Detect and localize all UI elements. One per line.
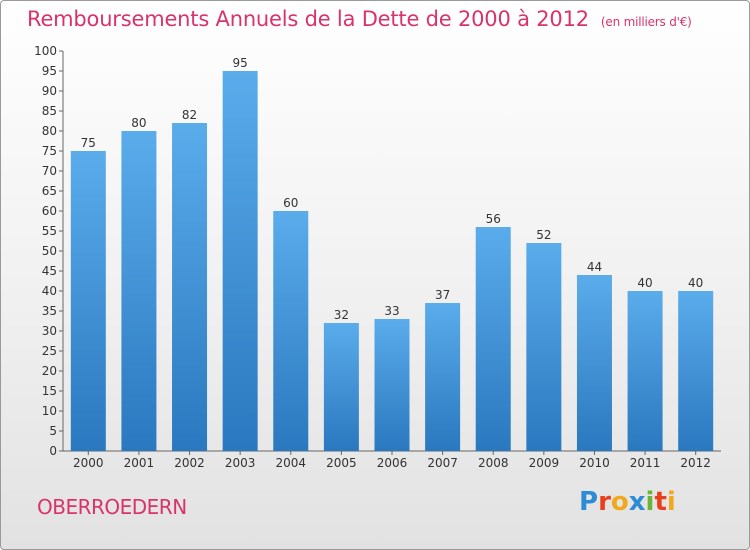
bar-2003 [222,71,258,451]
data-label-2003: 95 [233,56,248,70]
data-label-2009: 52 [536,228,551,242]
bar-2010 [576,275,612,451]
x-tick-label-2000: 2000 [73,456,104,470]
x-axis: 2000 2001 2002 2003 2004 2005 2006 2007 2008 2009… [63,450,721,470]
bar-2004 [273,211,309,451]
x-tick-label-2004: 2004 [275,456,306,470]
y-tick-label: 40 [42,284,57,298]
commune-name: OBERROEDERN [37,495,187,519]
data-label-2010: 44 [587,260,602,274]
data-labels: 75 80 82 95 60 32 33 37 56 52 44 40 40 [81,56,704,322]
x-tick-label-2003: 2003 [225,456,256,470]
y-tick-label: 60 [42,204,57,218]
x-tick-label-2009: 2009 [529,456,560,470]
chart-title: Remboursements Annuels de la Dette de 20… [27,7,692,31]
chart-title-text: Remboursements Annuels de la Dette de 20… [27,7,589,31]
bar-2001 [121,131,157,451]
data-label-2004: 60 [283,196,298,210]
y-tick-label: 55 [42,224,57,238]
y-tick-label: 65 [42,184,57,198]
logo-letter: i [666,487,676,517]
x-tick-label-2007: 2007 [427,456,458,470]
bar-2005 [323,323,359,451]
y-tick-label: 50 [42,244,57,258]
y-tick-label: 80 [42,124,57,138]
data-label-2001: 80 [131,116,146,130]
bar-2000 [70,151,106,451]
x-tick-label-2006: 2006 [377,456,408,470]
bar-2002 [172,123,208,451]
bar-2009 [526,243,562,451]
y-tick-label: 90 [42,84,57,98]
proxiti-logo[interactable]: Proxiti [579,487,676,517]
y-tick-label: 10 [42,404,57,418]
data-label-2008: 56 [486,212,501,226]
y-tick-label: 95 [42,64,57,78]
x-tick-label-2005: 2005 [326,456,357,470]
y-tick-label: 75 [42,144,57,158]
x-tick-label-2010: 2010 [579,456,610,470]
logo-letter: i [645,487,655,517]
data-label-2011: 40 [637,276,652,290]
x-tick-label-2001: 2001 [124,456,155,470]
y-tick-label: 30 [42,324,57,338]
bar-2012 [678,291,714,451]
y-tick-label: 100 [34,44,57,58]
y-tick-label: 70 [42,164,57,178]
y-tick-label: 5 [49,424,57,438]
y-tick-label: 85 [42,104,57,118]
data-label-2007: 37 [435,288,450,302]
logo-letter: x [628,487,646,517]
bar-series [70,71,714,451]
y-tick-label: 15 [42,384,57,398]
y-tick-label: 20 [42,364,57,378]
bar-2007 [425,303,461,451]
data-label-2005: 32 [334,308,349,322]
data-label-2012: 40 [688,276,703,290]
y-axis: 0 5 10 15 20 25 30 35 40 45 50 55 60 65 70 75 80 85 90 95 10… [34,44,64,458]
x-tick-label-2011: 2011 [630,456,661,470]
bar-2011 [627,291,663,451]
logo-letter: P [579,487,599,517]
y-tick-label: 45 [42,264,57,278]
logo-letter: o [610,487,629,517]
x-tick-label-2012: 2012 [680,456,711,470]
y-tick-label: 0 [49,444,57,458]
chart-subtitle: (en milliers d'€) [600,15,692,29]
data-label-2000: 75 [81,136,96,150]
data-label-2006: 33 [384,304,399,318]
logo-letter: r [598,487,611,517]
x-tick-label-2002: 2002 [174,456,205,470]
bar-2008 [475,227,511,451]
y-tick-label: 25 [42,344,57,358]
logo-letter: t [654,487,667,517]
y-tick-label: 35 [42,304,57,318]
bar-2006 [374,319,410,451]
x-tick-label-2008: 2008 [478,456,509,470]
data-label-2002: 82 [182,108,197,122]
